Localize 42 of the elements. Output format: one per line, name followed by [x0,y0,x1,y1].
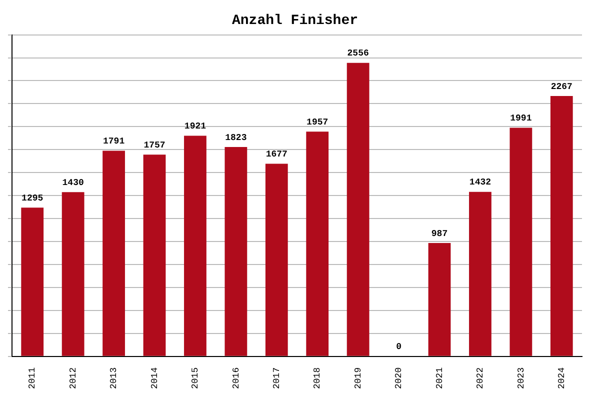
data-label: 2267 [550,82,572,92]
x-tick-label: 2023 [516,367,526,390]
x-tick-label: 2016 [231,367,242,390]
data-label: 1791 [102,136,126,146]
data-label: 1823 [225,132,247,143]
data-label: 1430 [62,178,84,188]
x-tick-label: 2019 [353,367,364,390]
bar [550,96,573,356]
x-tick-label: 2021 [434,367,445,390]
data-label: 1991 [510,113,532,124]
bar [102,150,125,356]
data-label: 1432 [469,178,492,188]
x-tick-label: 2018 [312,367,323,390]
data-label: 1677 [266,150,288,160]
x-tick-label: 2012 [68,367,78,390]
bar [184,136,206,356]
bar [143,154,166,356]
data-label: 987 [431,228,448,239]
bar [62,192,84,356]
x-tick-label: 2013 [109,367,120,390]
chart-title: Anzahl Finisher [232,12,358,29]
data-label: 1957 [306,117,328,128]
x-tick-label: 2011 [28,367,38,390]
x-tick-label: 2014 [150,367,160,390]
x-tick-label: 2020 [394,367,404,390]
bar [265,164,288,356]
bar [21,208,44,356]
data-label: 1757 [144,140,166,150]
bar [306,132,329,356]
data-label: 2556 [347,48,369,59]
bar [224,147,248,356]
bar [428,243,451,356]
data-label: 1921 [184,122,207,132]
x-tick-label: 2024 [557,367,568,390]
x-tick-label: 2015 [190,367,201,390]
bar [510,128,532,356]
bar [346,62,370,356]
x-tick-label: 2017 [272,367,282,390]
x-tick-label: 2022 [476,367,486,390]
bar [469,192,492,356]
data-label: 0 [396,342,402,352]
data-label: 1295 [22,193,44,204]
